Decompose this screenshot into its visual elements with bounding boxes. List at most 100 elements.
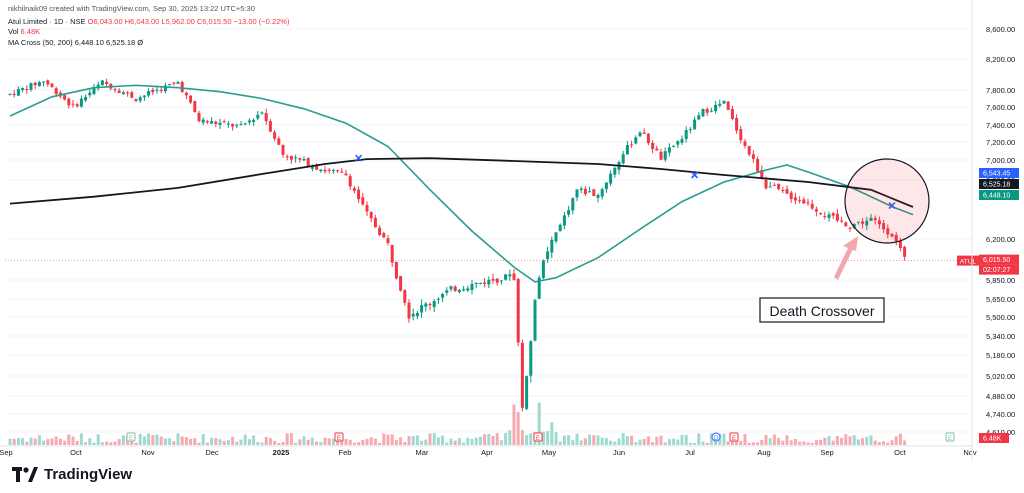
volume-bar [331,438,335,445]
volume-bar [655,436,659,445]
volume-bar [302,436,306,445]
volume-bar [386,434,390,445]
volume-bar [436,437,440,445]
candle-body [730,108,734,119]
candle-body [205,121,209,123]
event-marker-label: E [732,436,736,442]
volume-bar [256,442,260,445]
candle-body [357,189,361,200]
volume-bar [147,433,151,445]
candle-body [403,290,407,303]
candle-body [247,120,251,123]
candle-body [352,188,356,191]
volume-bar [176,433,180,445]
volume-bar [348,439,352,445]
volume-bar [226,440,230,445]
candle-body [529,341,533,376]
volume-bar [819,439,823,445]
volume-bar [247,439,251,445]
volume-bar [71,436,75,445]
volume-bar [268,438,272,445]
volume-bar [84,442,88,445]
volume-bar [281,442,285,445]
candle-body [394,261,398,279]
candle-body [852,223,856,228]
candle-body [512,273,516,280]
volume-bar [151,435,155,445]
candle-body [193,101,197,112]
candle-body [701,108,705,117]
volume-bar [453,440,457,445]
x-tick-label: May [542,448,556,457]
volume-bar [684,434,688,445]
y-tick-label: 5,340.00 [986,332,1015,341]
candle-body [882,223,886,230]
candle-body [25,89,29,91]
y-tick-label: 5,500.00 [986,313,1015,322]
volume-bar [319,441,323,445]
x-tick-label: Dec [205,448,219,457]
volume-bar [886,442,890,445]
candle-body [285,156,289,158]
volume-bar [344,439,348,445]
volume-bar [638,439,642,445]
volume-bar [903,440,907,445]
candle-body [281,144,285,155]
volume-bar [163,438,167,445]
candle-body [277,138,281,145]
volume-bar [420,440,424,445]
volume-bar [781,440,785,445]
candle-body [856,221,860,223]
volume-bar [777,437,781,445]
event-marker [533,432,543,442]
volume-bar [739,440,743,445]
volume-tag: 6.48K [983,436,1002,443]
volume-bar [642,438,646,445]
volume-bar [142,436,146,445]
volume-bar [504,432,508,445]
volume-bar [264,436,268,445]
volume-bar [558,441,562,445]
x-tick-label: 2025 [273,448,290,457]
candle-body [386,238,390,244]
vol-value: 6.48K [20,27,41,36]
candle-body [399,276,403,291]
volume-bar [575,433,579,445]
tradingview-logo[interactable]: TradingView [12,466,132,483]
candle-body [827,214,831,218]
candle-body [54,88,58,95]
candle-body [726,101,730,110]
volume-bar [197,442,201,445]
y-tick-label: 8,200.00 [986,55,1015,64]
volume-bar [680,434,684,445]
candle-body [499,280,503,282]
candle-body [336,170,340,172]
volume-bar [117,438,121,445]
candle-body [344,173,348,176]
candle-body [840,220,844,222]
volume-bar [92,442,96,445]
volume-bar [865,436,869,445]
volume-bar [852,435,856,445]
volume-bar [218,439,222,445]
candle-body [735,118,739,131]
candle-body [865,220,869,226]
volume-bar [277,442,281,445]
volume-bar [214,438,218,445]
candle-body [739,129,743,141]
candle-body [667,147,671,153]
y-tick-label: 7,200.00 [986,138,1015,147]
volume-bar [180,436,184,445]
x-axis: Sep Oct Nov Dec 2025 Feb Mar Apr May Jun Jul Aug Sep… [0,0,977,460]
price-label-bg [979,168,1019,178]
candle-body [289,155,293,160]
volume-bar [441,435,445,445]
volume-bar [743,434,747,445]
volume-bar [793,438,797,445]
candle-body [8,93,12,95]
candle-body [184,92,188,96]
candle-body [537,277,541,299]
candle-body [638,132,642,137]
candle-body [823,215,827,217]
price-label: 6,543.45 [983,171,1010,178]
